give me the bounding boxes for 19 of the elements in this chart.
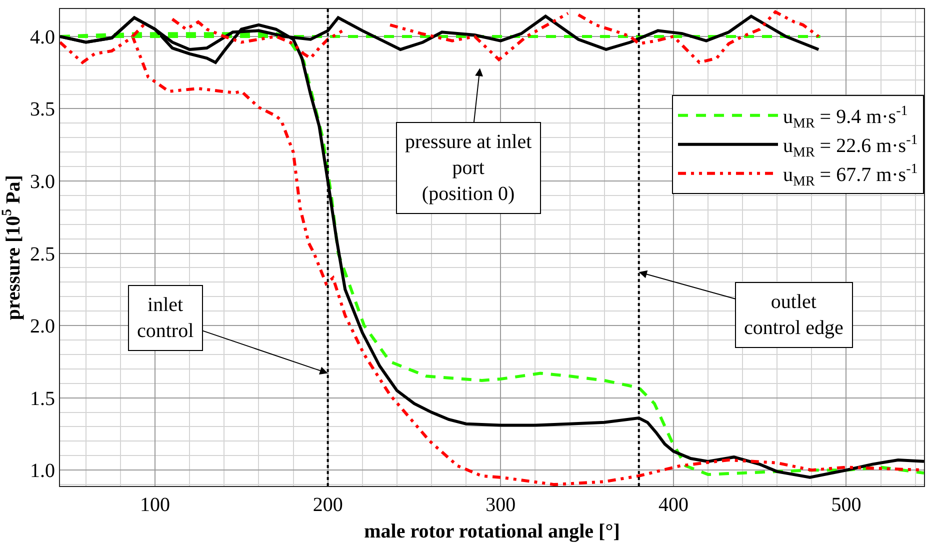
x-tick-label: 400 — [658, 494, 688, 516]
legend-label: u$_{MR}$ = 22.6 m·s$^{-1}$ — [783, 132, 918, 160]
y-tick-label: 1.0 — [30, 460, 55, 482]
x-tick-label: 300 — [486, 494, 516, 516]
x-axis-title: male rotor rotational angle [°] — [364, 520, 620, 542]
annotation: inlet control — [137, 294, 194, 342]
x-tick-label: 200 — [312, 494, 343, 516]
y-tick-label: 4.0 — [30, 26, 55, 48]
y-tick-label: 2.0 — [30, 316, 55, 338]
y-tick-label: 3.5 — [30, 98, 55, 121]
legend-label: u$_{MR}$ = 9.4 m·s$^{-1}$ — [783, 104, 908, 132]
y-tick-label: 2.5 — [30, 243, 55, 266]
annotation: pressure at inlet port (position 0) — [405, 131, 532, 205]
x-tick-label: 500 — [831, 494, 862, 516]
annotation: outlet control edge — [744, 291, 844, 339]
legend-label: u$_{MR}$ = 67.7 m·s$^{-1}$ — [783, 162, 918, 190]
y-tick-label: 1.5 — [30, 388, 55, 410]
y-tick-label: 3.0 — [30, 171, 55, 194]
x-tick-label: 100 — [140, 494, 170, 516]
